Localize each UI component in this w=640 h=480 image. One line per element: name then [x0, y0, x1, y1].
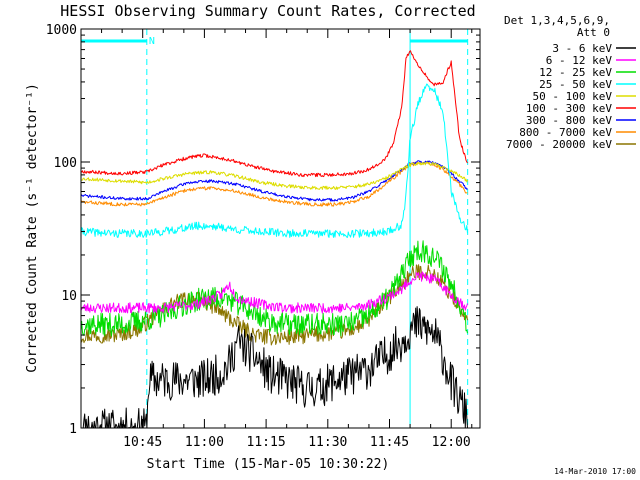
x-tick-label-4: 11:30	[308, 435, 347, 450]
legend-label-5: 50 - 100 keV	[533, 90, 613, 103]
x-tick-label-5: 11:45	[370, 435, 409, 450]
series-line-3	[80, 240, 468, 337]
legend-label-1: 3 - 6 keV	[552, 42, 612, 55]
legend-label-6: 100 - 300 keV	[526, 102, 612, 115]
y-tick-label-2: 10	[61, 289, 77, 304]
x-tick-label-1: 10:45	[123, 435, 162, 450]
plot-area: N	[80, 29, 469, 429]
legend-label-3: 12 - 25 keV	[539, 66, 612, 79]
series-line-6	[80, 50, 468, 178]
legend-label-9: 7000 - 20000 keV	[506, 138, 612, 151]
x-tick-label-6: 12:00	[432, 435, 471, 450]
legend-label-8: 800 - 7000 keV	[519, 126, 612, 139]
x-tick-label-3: 11:15	[247, 435, 286, 450]
series-line-9	[80, 264, 468, 346]
legend-header-2: Att 0	[577, 26, 610, 39]
y-tick-label-1: 1	[69, 422, 77, 437]
series-line-5	[80, 161, 468, 190]
legend-label-7: 300 - 800 keV	[526, 114, 612, 127]
footer-timestamp: 14-Mar-2010 17:00	[554, 467, 636, 476]
y-tick-label-4: 1000	[46, 23, 77, 38]
legend-label-4: 25 - 50 keV	[539, 78, 612, 91]
series-line-4	[80, 83, 468, 238]
series-line-2	[80, 271, 468, 314]
y-tick-label-3: 100	[54, 156, 77, 171]
plot-frame	[80, 28, 481, 429]
night-label: N	[149, 36, 155, 47]
x-axis-label: Start Time (15-Mar-05 10:30:22)	[147, 457, 390, 472]
series-line-8	[80, 161, 468, 207]
y-axis-label: Corrected Count Rate (s⁻¹ detector⁻¹)	[25, 83, 40, 373]
legend-label-2: 6 - 12 keV	[546, 54, 613, 67]
x-tick-label-2: 11:00	[185, 435, 224, 450]
legend-header-1: Det 1,3,4,5,6,9,	[504, 14, 610, 27]
series-line-7	[80, 160, 468, 202]
series-line-1	[81, 306, 468, 429]
axes: 1 10 100 1000 10:45 11:00 11:15 11:30 11:45 12:00	[46, 23, 481, 450]
chart-title: HESSI Observing Summary Count Rates, Cor…	[60, 2, 475, 20]
